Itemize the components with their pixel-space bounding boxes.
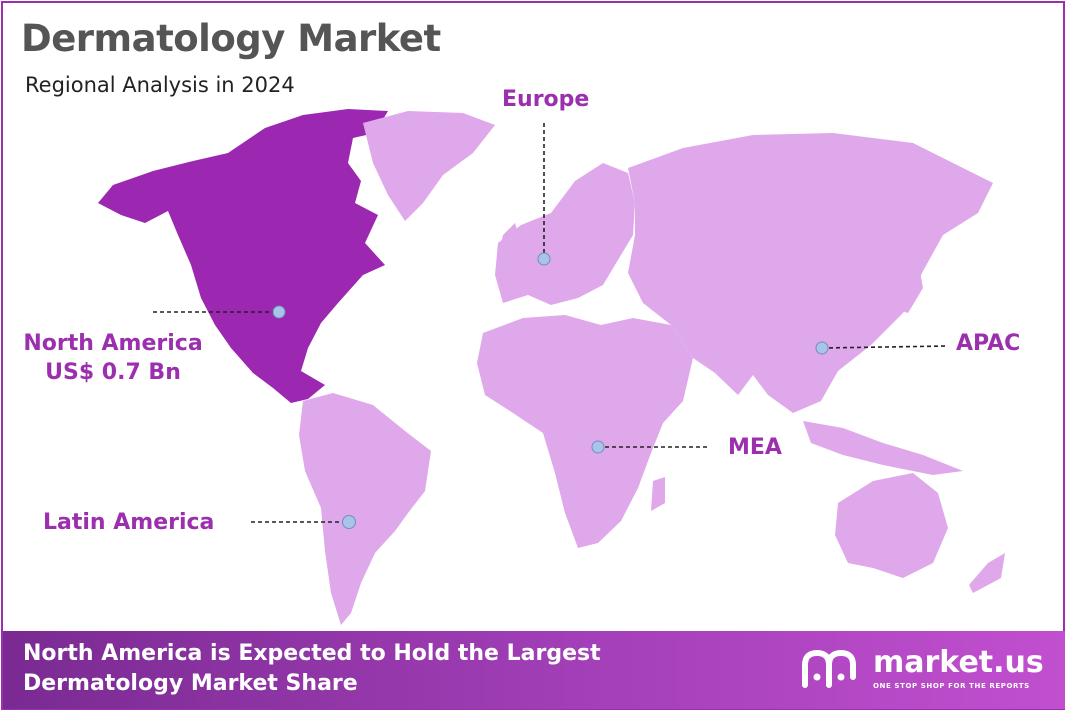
chart-title: Dermatology Market bbox=[21, 17, 441, 60]
market-us-logo-icon bbox=[802, 649, 856, 688]
north-america-region bbox=[98, 109, 388, 403]
new-zealand-region bbox=[969, 553, 1005, 593]
latin-america-marker bbox=[342, 515, 356, 529]
footer-line-2: Dermatology Market Share bbox=[23, 671, 358, 696]
north-america-label: North America bbox=[23, 331, 203, 356]
mea-region bbox=[477, 315, 693, 548]
north-america-value: US$ 0.7 Bn bbox=[45, 360, 181, 385]
apac-marker bbox=[815, 341, 829, 355]
europe-marker bbox=[537, 252, 551, 266]
greenland-region bbox=[363, 111, 495, 221]
south-america-region bbox=[299, 393, 431, 625]
southeast-asia-islands bbox=[803, 421, 963, 475]
madagascar-region bbox=[651, 477, 665, 511]
footer-statement: North America is Expected to Hold the La… bbox=[23, 639, 601, 699]
europe-label: Europe bbox=[502, 87, 590, 112]
japan-region bbox=[893, 261, 923, 313]
north-america-callout: North America US$ 0.7 Bn bbox=[17, 329, 209, 387]
europe-region bbox=[495, 163, 635, 305]
apac-region bbox=[628, 133, 993, 413]
world-map bbox=[98, 109, 1005, 625]
north-america-marker bbox=[272, 305, 286, 319]
brand-name: market.us bbox=[873, 645, 1044, 680]
mea-marker bbox=[591, 440, 605, 454]
footer-line-1: North America is Expected to Hold the La… bbox=[23, 641, 601, 666]
brand-tagline: ONE STOP SHOP FOR THE REPORTS bbox=[873, 682, 1030, 690]
apac-label: APAC bbox=[956, 331, 1021, 356]
chart-subtitle: Regional Analysis in 2024 bbox=[25, 73, 295, 97]
footer-banner: North America is Expected to Hold the La… bbox=[3, 631, 1065, 709]
latin-america-label: Latin America bbox=[43, 510, 215, 535]
brand-logo: market.us ONE STOP SHOP FOR THE REPORTS bbox=[801, 645, 1051, 695]
apac-leader bbox=[821, 345, 949, 349]
uk-region bbox=[499, 223, 521, 259]
australia-region bbox=[835, 473, 948, 578]
mea-label: MEA bbox=[728, 435, 782, 460]
